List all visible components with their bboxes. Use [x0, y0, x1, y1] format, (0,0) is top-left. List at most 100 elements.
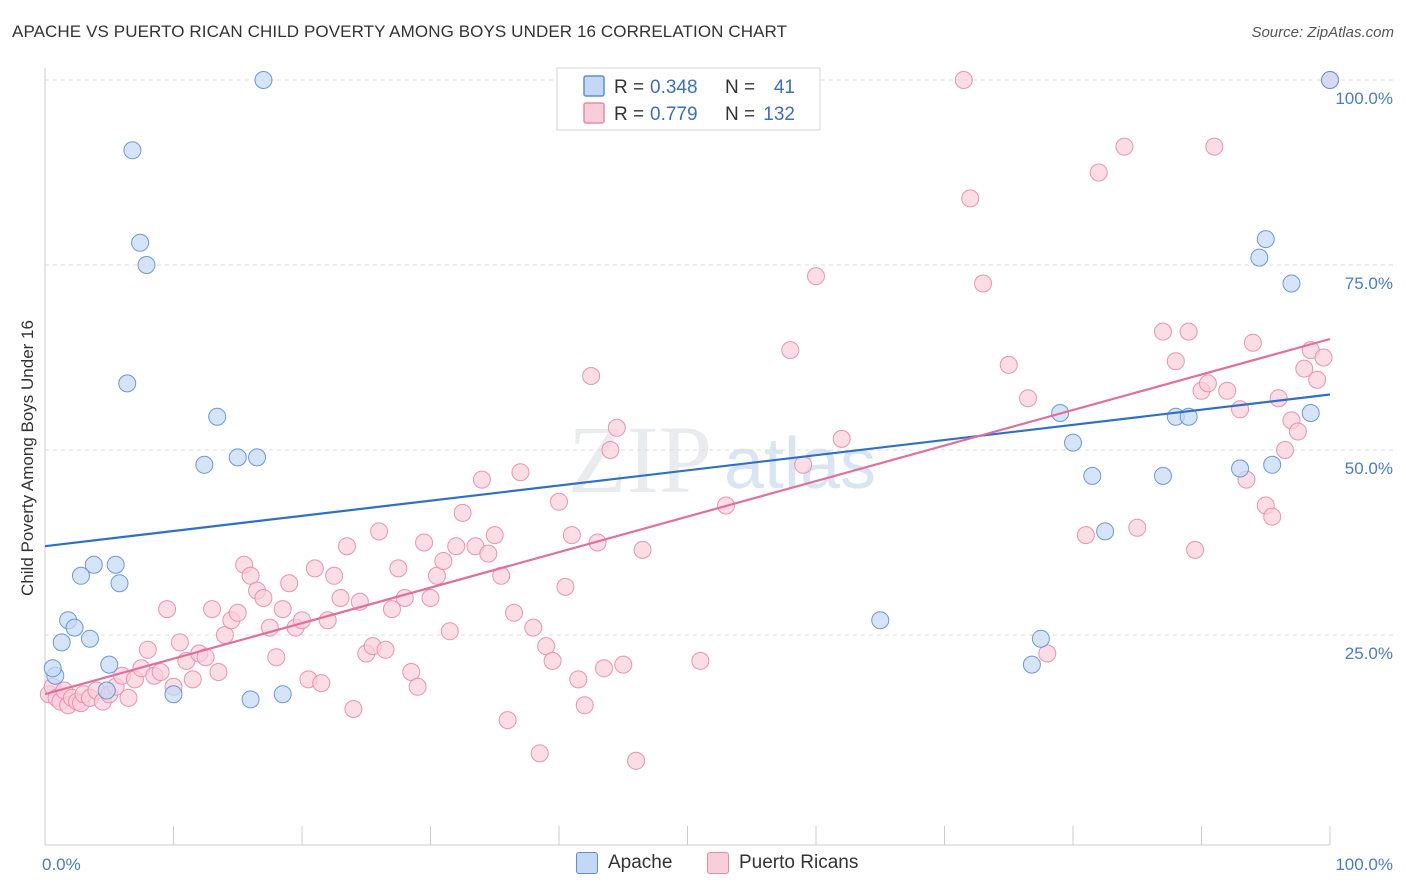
- point-puerto-ricans-113: [1186, 540, 1205, 559]
- point-apache-5: [71, 566, 90, 585]
- point-apache-10: [106, 555, 125, 574]
- point-puerto-ricans-100: [954, 71, 973, 89]
- point-apache-11: [110, 574, 129, 593]
- y-tick-label-2: 75.0%: [1345, 274, 1393, 293]
- point-apache-25: [1022, 655, 1041, 674]
- bottom-legend-swatch-apache: [576, 852, 598, 874]
- point-puerto-ricans-62: [415, 533, 434, 552]
- point-apache-22: [254, 71, 273, 89]
- point-puerto-ricans-43: [293, 611, 311, 630]
- point-puerto-ricans-24: [170, 633, 189, 652]
- point-puerto-ricans-41: [280, 574, 299, 593]
- point-apache-30: [1096, 522, 1115, 541]
- point-puerto-ricans-61: [408, 677, 427, 696]
- x-tick-label-1: 100.0%: [1335, 855, 1393, 874]
- point-puerto-ricans-104: [1019, 389, 1038, 408]
- legend-r-label-puerto-ricans: R =: [614, 104, 644, 125]
- chart-title: APACHE VS PUERTO RICAN CHILD POVERTY AMO…: [12, 22, 788, 41]
- point-puerto-ricans-112: [1179, 322, 1198, 341]
- point-puerto-ricans-33: [228, 603, 247, 622]
- point-apache-17: [195, 455, 214, 474]
- point-puerto-ricans-19: [138, 640, 157, 659]
- point-apache-2: [52, 633, 71, 652]
- point-puerto-ricans-124: [1276, 441, 1295, 459]
- point-puerto-ricans-51: [344, 700, 363, 718]
- point-apache-39: [1301, 404, 1320, 422]
- point-puerto-ricans-99: [832, 429, 851, 448]
- point-apache-15: [137, 256, 156, 274]
- point-apache-26: [1031, 629, 1050, 648]
- point-puerto-ricans-46: [312, 674, 331, 693]
- point-puerto-ricans-102: [974, 274, 993, 293]
- watermark-zip: ZIP: [568, 406, 712, 513]
- point-apache-23: [273, 685, 292, 704]
- legend-n-label-puerto-ricans: N =: [725, 104, 755, 125]
- point-apache-13: [123, 141, 142, 160]
- point-puerto-ricans-81: [550, 492, 568, 511]
- point-apache-4: [65, 618, 84, 637]
- point-puerto-ricans-108: [1115, 137, 1134, 156]
- stats-legend: R = 0.348 N = 41 R = 0.779 N = 132: [556, 67, 821, 131]
- point-puerto-ricans-29: [203, 600, 222, 619]
- point-apache-31: [1153, 466, 1172, 485]
- point-apache-28: [1064, 433, 1082, 452]
- tick-labels: 25.0% 50.0% 75.0% 100.0% 0.0% 100.0%: [42, 89, 1393, 874]
- point-puerto-ricans-75: [505, 603, 524, 622]
- data-points: [39, 71, 1339, 770]
- point-apache-8: [97, 681, 116, 700]
- x-tick-label-0: 0.0%: [42, 855, 81, 874]
- point-puerto-ricans-106: [1076, 526, 1095, 545]
- point-puerto-ricans-76: [511, 463, 530, 482]
- legend-n-value-puerto-ricans: 132: [763, 104, 795, 125]
- bottom-legend-puerto-ricans: Puerto Ricans: [707, 852, 858, 874]
- point-apache-18: [208, 407, 227, 426]
- point-puerto-ricans-115: [1198, 374, 1217, 393]
- point-puerto-ricans-58: [389, 559, 408, 578]
- point-apache-37: [1263, 455, 1282, 474]
- source-credit: Source: ZipAtlas.com: [1251, 24, 1394, 41]
- point-puerto-ricans-129: [1308, 370, 1327, 389]
- point-apache-19: [228, 448, 247, 467]
- point-puerto-ricans-82: [556, 577, 575, 596]
- point-apache-38: [1282, 274, 1301, 293]
- axes: [44, 68, 1331, 846]
- point-puerto-ricans-127: [1295, 359, 1314, 378]
- point-puerto-ricans-67: [447, 537, 466, 556]
- point-puerto-ricans-80: [543, 651, 562, 670]
- point-puerto-ricans-130: [1314, 348, 1333, 367]
- point-apache-14: [131, 233, 150, 252]
- legend-r-value-puerto-ricans: 0.779: [650, 104, 698, 125]
- point-puerto-ricans-63: [421, 589, 440, 607]
- point-puerto-ricans-71: [479, 544, 498, 563]
- y-tick-label-3: 100.0%: [1335, 89, 1393, 108]
- point-puerto-ricans-22: [158, 600, 177, 619]
- point-apache-35: [1250, 248, 1269, 267]
- legend-n-label-apache: N =: [725, 77, 755, 98]
- point-puerto-ricans-56: [376, 640, 395, 659]
- point-puerto-ricans-74: [498, 711, 517, 730]
- point-puerto-ricans-50: [337, 537, 356, 556]
- point-apache-9: [100, 655, 119, 674]
- point-puerto-ricans-77: [524, 618, 543, 637]
- legend-r-label-apache: R =: [614, 77, 644, 98]
- legend-r-value-apache: 0.348: [650, 77, 698, 98]
- point-puerto-ricans-88: [594, 659, 613, 678]
- watermark: ZIP atlas: [568, 406, 876, 513]
- point-puerto-ricans-84: [569, 670, 588, 689]
- point-puerto-ricans-21: [151, 663, 170, 681]
- point-puerto-ricans-78: [530, 744, 549, 763]
- trend-lines: [44, 337, 1331, 696]
- point-apache-21: [248, 448, 267, 467]
- point-apache-40: [1321, 71, 1339, 89]
- point-puerto-ricans-45: [305, 559, 324, 578]
- point-puerto-ricans-107: [1089, 163, 1108, 182]
- point-puerto-ricans-92: [627, 751, 646, 770]
- legend-swatch-puerto-ricans: [583, 102, 605, 124]
- point-puerto-ricans-111: [1166, 352, 1185, 371]
- point-puerto-ricans-57: [382, 600, 401, 619]
- point-puerto-ricans-101: [961, 189, 980, 208]
- point-puerto-ricans-48: [325, 566, 344, 585]
- point-puerto-ricans-83: [562, 526, 581, 545]
- bottom-legend-label-apache: Apache: [608, 852, 673, 873]
